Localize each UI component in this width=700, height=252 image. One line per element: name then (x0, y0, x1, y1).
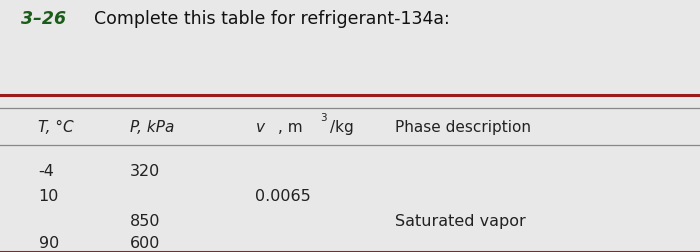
Text: 3–26: 3–26 (21, 10, 66, 28)
Text: -4: -4 (38, 163, 55, 178)
Text: 0.0065: 0.0065 (256, 188, 312, 203)
Text: P, kPa: P, kPa (130, 119, 174, 135)
Text: T, °C: T, °C (38, 119, 74, 135)
Text: Complete this table for refrigerant-134a:: Complete this table for refrigerant-134a… (94, 10, 450, 28)
Text: 10: 10 (38, 188, 59, 203)
Text: Saturated vapor: Saturated vapor (395, 213, 526, 228)
Text: 3: 3 (320, 113, 326, 123)
Text: 320: 320 (130, 163, 160, 178)
Text: /kg: /kg (330, 119, 354, 135)
Text: v: v (256, 119, 265, 135)
Text: , m: , m (278, 119, 302, 135)
Text: 850: 850 (130, 213, 160, 228)
Text: Phase description: Phase description (395, 119, 531, 135)
Text: 90: 90 (38, 235, 59, 250)
Text: 600: 600 (130, 235, 160, 250)
